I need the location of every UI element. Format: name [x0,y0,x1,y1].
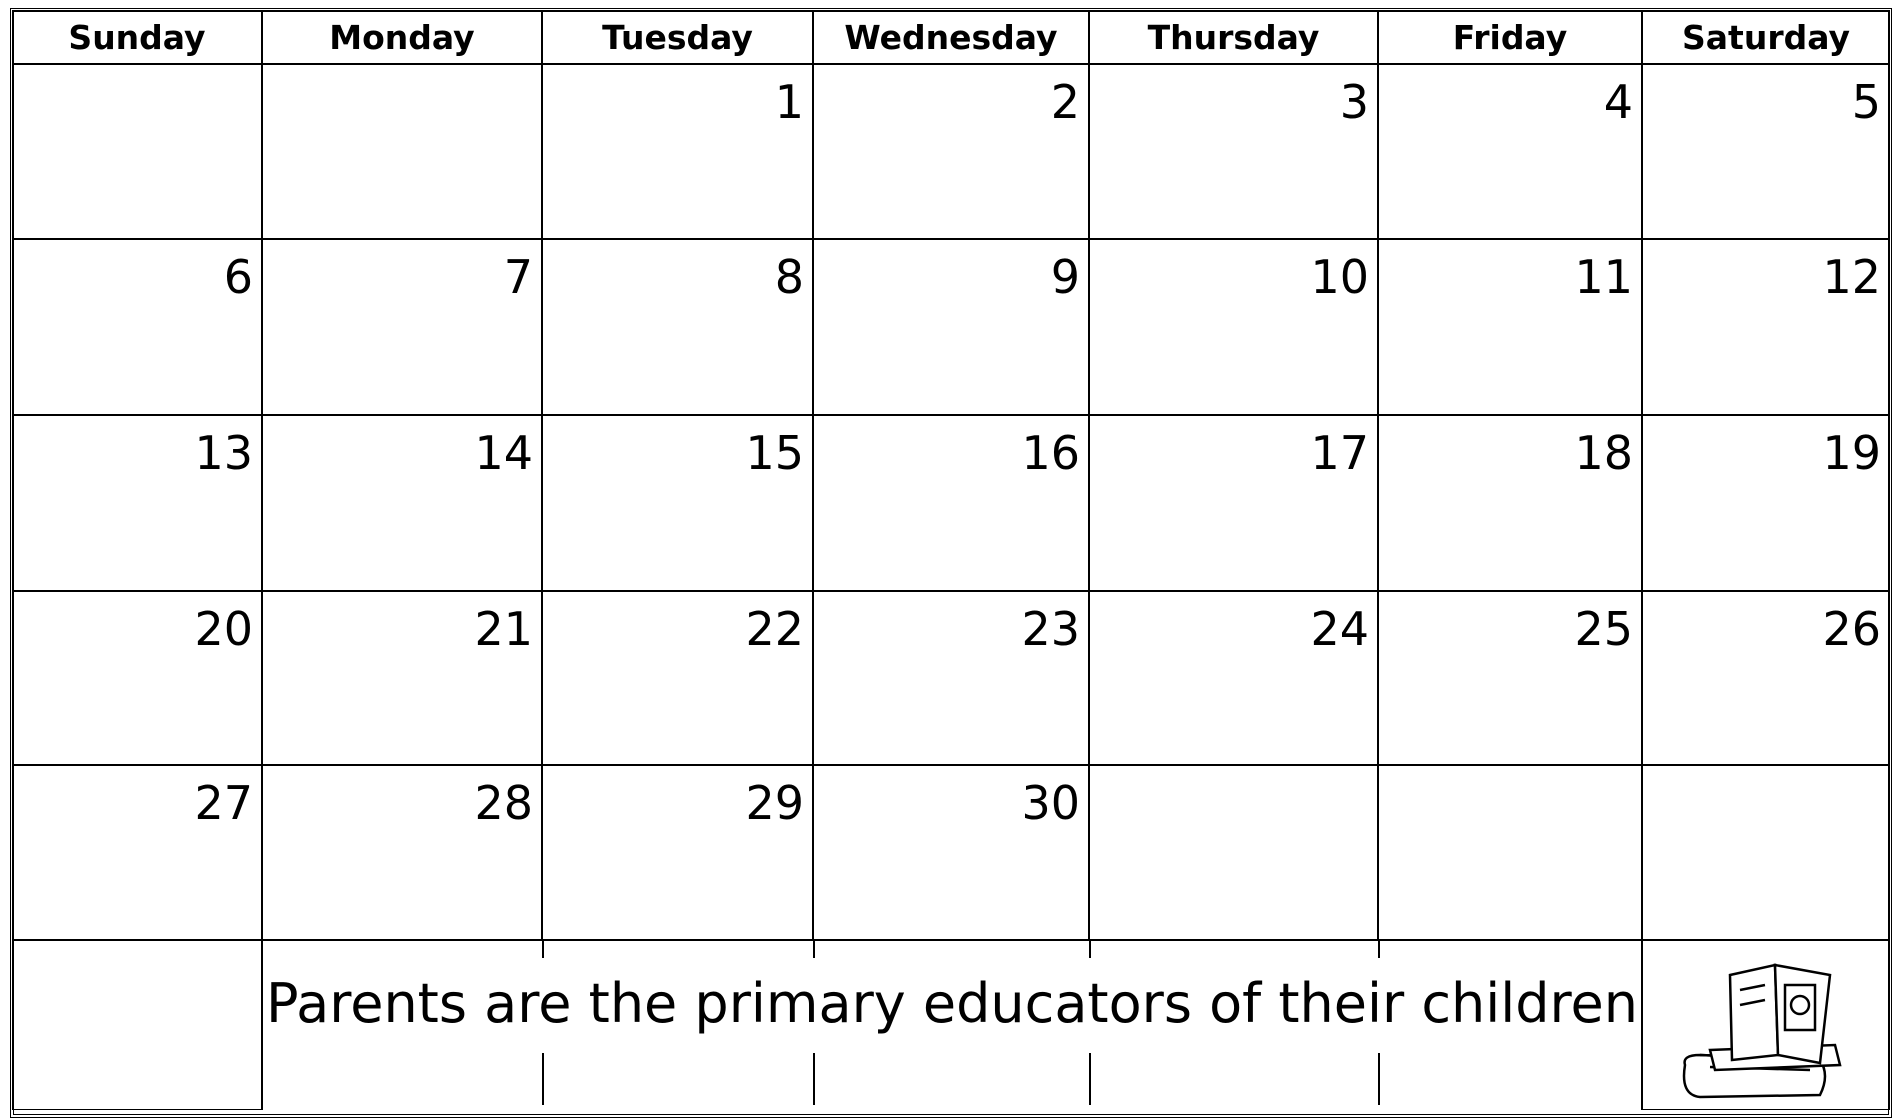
day-cell: 25 [1378,591,1642,765]
day-number: 21 [474,602,533,656]
day-number: 18 [1574,426,1633,480]
day-cell [1378,765,1642,940]
day-number: 2 [1051,75,1080,129]
day-number: 12 [1822,250,1881,304]
day-cell: 10 [1089,239,1378,415]
day-header: Thursday [1089,10,1378,64]
day-cell: 29 [542,765,813,940]
day-number: 19 [1822,426,1881,480]
day-cell: 2 [813,64,1089,239]
day-header: Saturday [1642,10,1890,64]
day-number: 25 [1574,602,1633,656]
day-cell [1089,765,1378,940]
day-cell: 30 [813,765,1089,940]
day-number: 17 [1310,426,1369,480]
footer-text: Parents are the primary educators of the… [262,940,1642,1105]
day-cell: 24 [1089,591,1378,765]
day-cell: 8 [542,239,813,415]
day-cell: 16 [813,415,1089,591]
day-cell: 18 [1378,415,1642,591]
day-number: 7 [504,250,533,304]
day-number: 23 [1021,602,1080,656]
day-cell [1642,765,1890,940]
day-number: 9 [1051,250,1080,304]
day-cell: 28 [262,765,542,940]
day-cell [262,64,542,239]
day-number: 13 [194,426,253,480]
day-cell: 22 [542,591,813,765]
day-cell: 26 [1642,591,1890,765]
day-number: 26 [1822,602,1881,656]
day-cell: 17 [1089,415,1378,591]
day-number: 20 [194,602,253,656]
day-cell: 6 [12,239,262,415]
page: {"calendar": {"days": ["Sunday", "Monday… [0,0,1902,1105]
day-cell: 3 [1089,64,1378,239]
day-header: Tuesday [542,10,813,64]
day-cell: 19 [1642,415,1890,591]
day-cell: 13 [12,415,262,591]
footer-cell [1642,940,1890,1110]
day-cell: 15 [542,415,813,591]
day-cell: 7 [262,239,542,415]
day-cell: 14 [262,415,542,591]
day-number: 16 [1021,426,1080,480]
day-number: 3 [1340,75,1369,129]
day-number: 6 [224,250,253,304]
day-header: Monday [262,10,542,64]
day-cell: 12 [1642,239,1890,415]
footer-cell [12,940,262,1110]
day-cell: 23 [813,591,1089,765]
day-number: 14 [474,426,533,480]
day-number: 28 [474,776,533,830]
day-cell: 1 [542,64,813,239]
day-header: Sunday [12,10,262,64]
day-cell: 5 [1642,64,1890,239]
day-header: Friday [1378,10,1642,64]
day-number: 4 [1604,75,1633,129]
day-cell: 20 [12,591,262,765]
day-number: 15 [745,426,804,480]
day-number: 1 [775,75,804,129]
day-cell: 4 [1378,64,1642,239]
day-number: 10 [1310,250,1369,304]
day-header: Wednesday [813,10,1089,64]
day-number: 30 [1021,776,1080,830]
day-number: 24 [1310,602,1369,656]
day-cell: 11 [1378,239,1642,415]
day-number: 8 [775,250,804,304]
day-cell: 21 [262,591,542,765]
day-cell [12,64,262,239]
day-number: 5 [1852,75,1881,129]
day-cell: 27 [12,765,262,940]
day-number: 29 [745,776,804,830]
calendar: SundayMondayTuesdayWednesdayThursdayFrid… [0,0,1902,1105]
day-number: 22 [745,602,804,656]
day-number: 11 [1574,250,1633,304]
day-cell: 9 [813,239,1089,415]
day-number: 27 [194,776,253,830]
